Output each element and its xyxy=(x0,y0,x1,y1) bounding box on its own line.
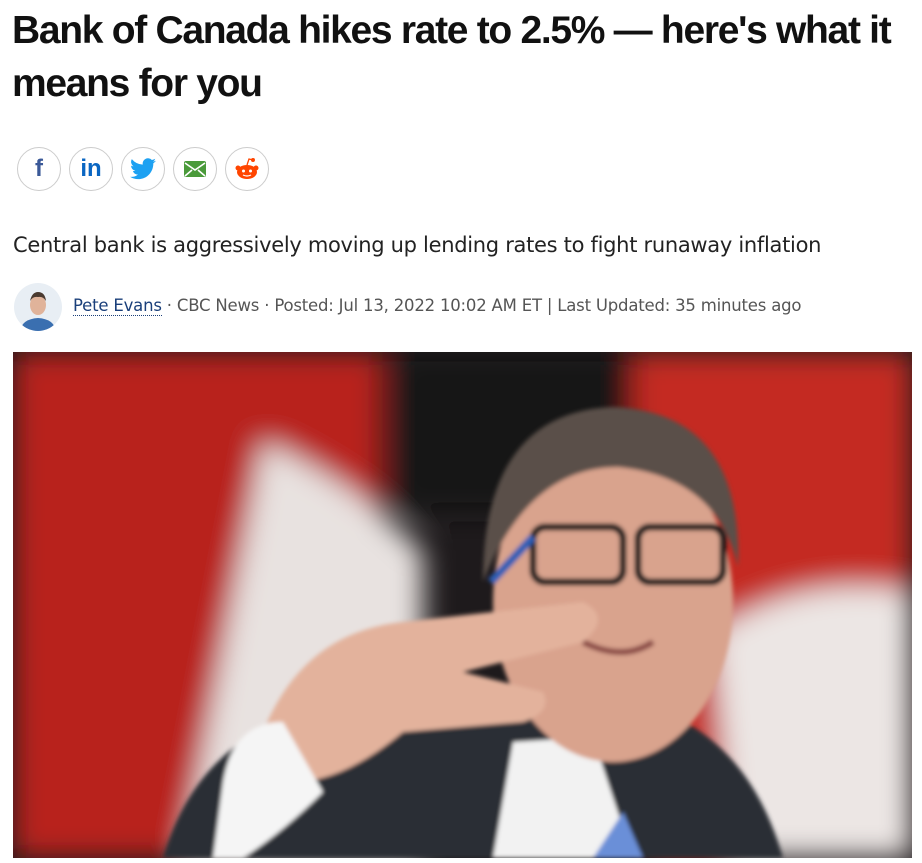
share-email[interactable] xyxy=(173,147,217,191)
email-icon xyxy=(184,161,206,177)
separator: · xyxy=(166,296,172,315)
separator: | xyxy=(546,296,553,315)
share-reddit[interactable] xyxy=(225,147,269,191)
share-bar: f in xyxy=(17,147,269,191)
author-avatar[interactable] xyxy=(14,283,62,331)
twitter-icon xyxy=(130,158,156,180)
person xyxy=(163,407,783,858)
share-facebook[interactable]: f xyxy=(17,147,61,191)
subheadline: Central bank is aggressively moving up l… xyxy=(13,233,822,257)
headline: Bank of Canada hikes rate to 2.5% — here… xyxy=(12,9,892,105)
separator: · xyxy=(264,296,270,315)
avatar-image xyxy=(14,283,62,331)
posted-date: Posted: Jul 13, 2022 10:02 AM ET xyxy=(274,296,542,315)
lead-photo xyxy=(13,352,912,858)
source: CBC News xyxy=(176,296,260,315)
reddit-icon xyxy=(235,158,259,179)
share-linkedin[interactable]: in xyxy=(69,147,113,191)
author-link[interactable]: Pete Evans xyxy=(73,296,162,316)
share-twitter[interactable] xyxy=(121,147,165,191)
updated-date: Last Updated: 35 minutes ago xyxy=(557,296,802,315)
byline: Pete Evans · CBC News · Posted: Jul 13, … xyxy=(73,296,802,316)
